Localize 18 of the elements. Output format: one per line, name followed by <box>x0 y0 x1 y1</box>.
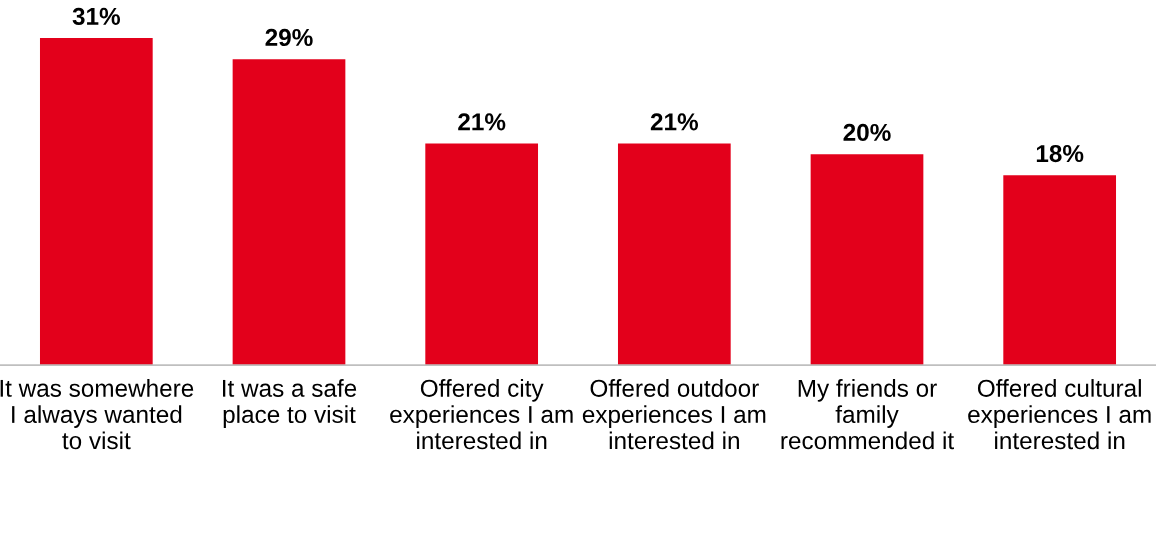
bar <box>810 154 924 366</box>
x-tick-label: My friends or family recommended it <box>781 379 954 450</box>
data-label: 21% <box>458 113 506 131</box>
bar <box>1003 175 1117 366</box>
bar <box>617 143 731 366</box>
x-tick-label: It was a safe place to visit <box>223 379 357 428</box>
data-label: 20% <box>843 123 891 142</box>
data-label: 29% <box>265 28 313 47</box>
data-label: 31% <box>72 7 121 26</box>
bar <box>232 59 346 366</box>
x-tick-label: It was somewhere I always wanted to visit <box>0 379 194 450</box>
data-label: 21% <box>650 113 699 131</box>
x-tick-label: Offered outdoor experiences I am interested in <box>582 379 766 450</box>
bar <box>39 38 153 366</box>
bar <box>425 143 539 366</box>
x-tick-label: Offered city experiences I am interested in <box>390 379 573 450</box>
x-tick-label: Offered cultural experiences I am interested in <box>968 379 1151 450</box>
data-label: 18% <box>1036 144 1084 163</box>
